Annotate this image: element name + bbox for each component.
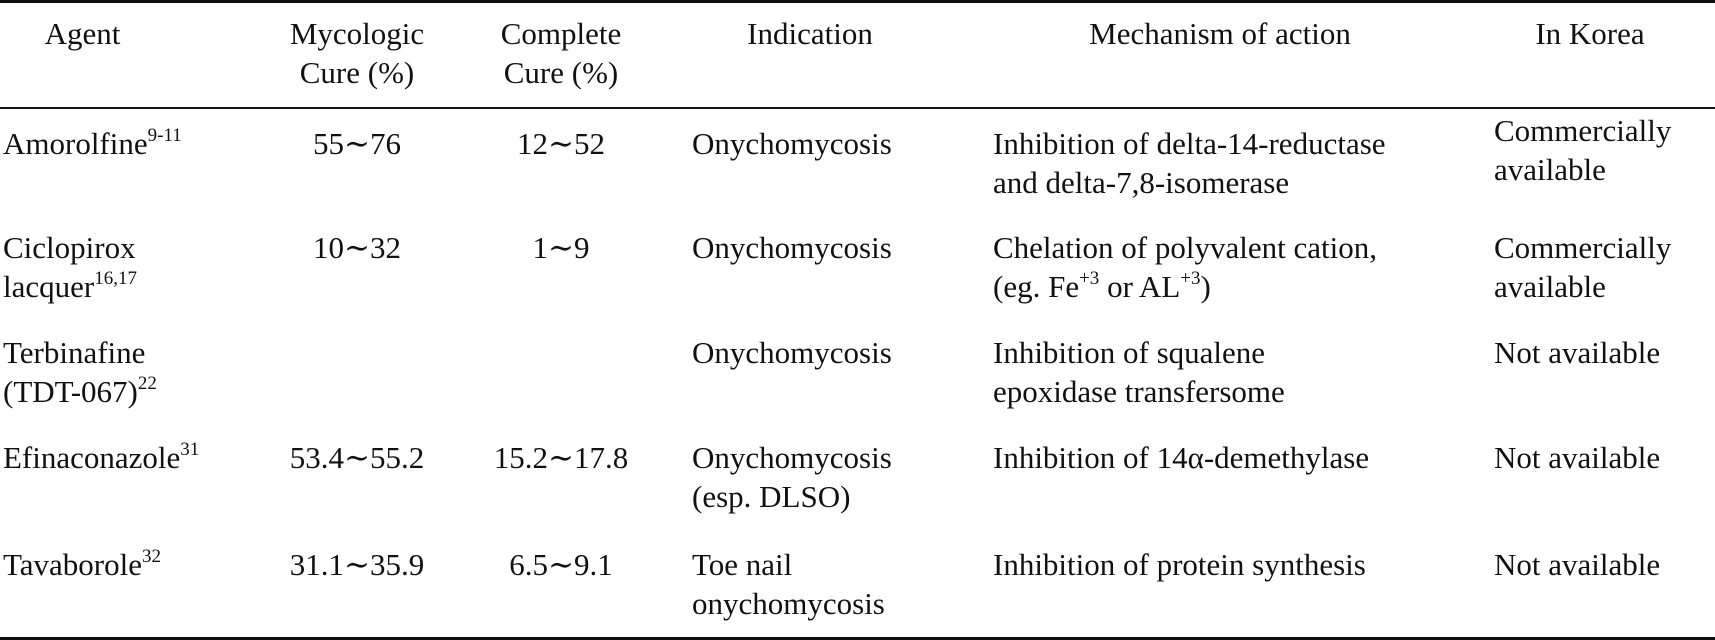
row-efinaconazole-korea: Not available	[1494, 440, 1661, 475]
mechanism-line1: Inhibition of delta-14-reductase	[993, 126, 1386, 161]
header-mechanism-label: Mechanism of action	[1089, 16, 1351, 51]
header-mechanism: Mechanism of action	[1000, 14, 1440, 53]
header-complete-line2: Cure (%)	[503, 55, 619, 90]
header-mycologic-cure: Mycologic Cure (%)	[262, 14, 452, 92]
reference-superscript: 32	[142, 546, 161, 567]
row-ciclopirox-korea: Commercially available	[1494, 228, 1671, 306]
indication-line2: onychomycosis	[692, 586, 885, 621]
agent-name: Tavaborole	[3, 547, 142, 582]
agent-name: Efinaconazole	[3, 440, 181, 475]
row-tavaborole-mycologic: 31.1∼35.9	[289, 547, 425, 582]
korea-line2: available	[1494, 152, 1606, 187]
mechanism-text: )	[1200, 269, 1211, 304]
mechanism-text: (eg. Fe	[993, 269, 1080, 304]
row-efinaconazole-agent: Efinaconazole31	[3, 438, 199, 477]
row-amorolfine-korea: Commercially available	[1494, 111, 1671, 189]
korea-line2: available	[1494, 269, 1606, 304]
table-bottom-rule	[0, 637, 1715, 640]
mechanism-line1: Inhibition of squalene	[993, 335, 1266, 370]
row-ciclopirox-indication: Onychomycosis	[692, 230, 892, 265]
header-in-korea: In Korea	[1490, 14, 1690, 53]
row-efinaconazole-mycologic: 53.4∼55.2	[289, 440, 425, 475]
row-amorolfine-agent: Amorolfine9-11	[3, 124, 182, 163]
row-tavaborole-agent: Tavaborole32	[3, 545, 161, 584]
charge-superscript: +3	[1180, 268, 1201, 289]
header-korea-label: In Korea	[1535, 16, 1645, 51]
header-mycologic-line1: Mycologic	[289, 16, 425, 51]
indication-line1: Onychomycosis	[692, 440, 892, 475]
mechanism-line2: (eg. Fe+3 or AL+3)	[993, 267, 1377, 306]
row-ciclopirox-mechanism: Chelation of polyvalent cation, (eg. Fe+…	[993, 228, 1377, 306]
table-top-rule	[0, 0, 1715, 3]
header-complete-cure: Complete Cure (%)	[466, 14, 656, 92]
header-complete-line1: Complete	[500, 16, 622, 51]
korea-line1: Commercially	[1494, 230, 1672, 265]
row-terbinafine-korea: Not available	[1494, 335, 1661, 370]
row-efinaconazole-mechanism: Inhibition of 14α-demethylase	[993, 440, 1370, 475]
agent-name-line1: Terbinafine	[3, 335, 146, 370]
row-terbinafine-agent: Terbinafine (TDT-067)22	[3, 333, 157, 411]
header-agent: Agent	[0, 14, 165, 53]
row-terbinafine-mechanism: Inhibition of squalene epoxidase transfe…	[993, 333, 1285, 411]
row-amorolfine-complete: 12∼52	[517, 126, 605, 161]
indication-line1: Toe nail	[692, 547, 793, 582]
agent-name-line2: (TDT-067)	[3, 374, 138, 409]
row-amorolfine-indication: Onychomycosis	[692, 126, 892, 161]
row-efinaconazole-complete: 15.2∼17.8	[493, 440, 629, 475]
row-ciclopirox-agent: Ciclopirox lacquer16,17	[3, 228, 137, 306]
agent-name-line2: lacquer	[3, 269, 95, 304]
korea-line1: Commercially	[1494, 113, 1672, 148]
reference-superscript: 9-11	[147, 125, 182, 146]
row-terbinafine-indication: Onychomycosis	[692, 335, 892, 370]
mechanism-line2: and delta-7,8-isomerase	[993, 165, 1290, 200]
header-mycologic-line2: Cure (%)	[299, 55, 415, 90]
header-agent-label: Agent	[44, 16, 121, 51]
header-indication-label: Indication	[747, 16, 873, 51]
row-ciclopirox-mycologic: 10∼32	[313, 230, 401, 265]
row-tavaborole-indication: Toe nail onychomycosis	[692, 545, 885, 623]
mechanism-line2: epoxidase transfersome	[993, 374, 1285, 409]
table-header-rule	[0, 107, 1715, 109]
row-amorolfine-mycologic: 55∼76	[313, 126, 401, 161]
reference-superscript: 16,17	[94, 268, 137, 289]
charge-superscript: +3	[1079, 268, 1100, 289]
mechanism-text: or AL	[1099, 269, 1181, 304]
indication-line2: (esp. DLSO)	[692, 479, 851, 514]
row-amorolfine-mechanism: Inhibition of delta-14-reductase and del…	[993, 124, 1386, 202]
reference-superscript: 22	[137, 373, 157, 394]
header-indication: Indication	[690, 14, 930, 53]
agent-name-line1: Ciclopirox	[3, 230, 136, 265]
agent-name: Amorolfine	[3, 126, 148, 161]
reference-superscript: 31	[180, 439, 200, 460]
row-tavaborole-korea: Not available	[1494, 547, 1661, 582]
row-ciclopirox-complete: 1∼9	[532, 230, 590, 265]
row-efinaconazole-indication: Onychomycosis (esp. DLSO)	[692, 438, 892, 516]
row-tavaborole-mechanism: Inhibition of protein synthesis	[993, 547, 1366, 582]
row-tavaborole-complete: 6.5∼9.1	[509, 547, 613, 582]
mechanism-line1: Chelation of polyvalent cation,	[993, 230, 1377, 265]
